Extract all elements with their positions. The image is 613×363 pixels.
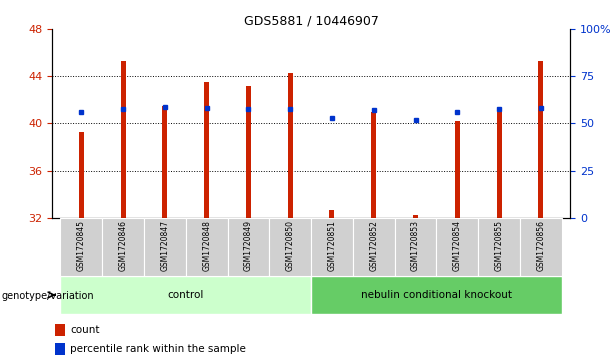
Bar	[79, 132, 84, 218]
Bar	[478, 218, 520, 276]
Bar	[102, 218, 144, 276]
Text: percentile rank within the sample: percentile rank within the sample	[70, 344, 246, 354]
Bar	[246, 86, 251, 218]
Bar	[121, 61, 126, 218]
Bar	[269, 218, 311, 276]
Text: GSM1720855: GSM1720855	[495, 220, 503, 271]
Bar	[395, 218, 436, 276]
Bar	[371, 111, 376, 218]
Bar	[55, 324, 65, 337]
Text: GSM1720850: GSM1720850	[286, 220, 295, 271]
Text: GSM1720848: GSM1720848	[202, 220, 211, 271]
Bar	[227, 218, 269, 276]
Bar	[162, 106, 167, 218]
Bar	[311, 276, 562, 314]
Text: GSM1720849: GSM1720849	[244, 220, 253, 271]
Bar	[413, 215, 418, 218]
Text: GSM1720856: GSM1720856	[536, 220, 546, 271]
Bar	[311, 218, 353, 276]
Bar	[436, 218, 478, 276]
Bar	[204, 82, 209, 218]
Bar	[55, 343, 65, 355]
Bar	[455, 121, 460, 218]
Bar	[61, 218, 102, 276]
Text: GSM1720851: GSM1720851	[327, 220, 337, 271]
Text: GSM1720852: GSM1720852	[369, 220, 378, 271]
Text: GSM1720846: GSM1720846	[119, 220, 128, 271]
Bar	[538, 61, 543, 218]
Title: GDS5881 / 10446907: GDS5881 / 10446907	[243, 15, 379, 28]
Text: GSM1720847: GSM1720847	[161, 220, 169, 271]
Text: count: count	[70, 325, 100, 335]
Text: GSM1720845: GSM1720845	[77, 220, 86, 271]
Bar	[520, 218, 562, 276]
Text: genotype/variation: genotype/variation	[1, 291, 94, 301]
Bar	[353, 218, 395, 276]
Text: nebulin conditional knockout: nebulin conditional knockout	[361, 290, 512, 300]
Bar	[186, 218, 227, 276]
Text: GSM1720853: GSM1720853	[411, 220, 420, 271]
Bar	[329, 209, 335, 218]
Text: GSM1720854: GSM1720854	[453, 220, 462, 271]
Bar	[497, 111, 501, 218]
Text: control: control	[167, 290, 204, 300]
Bar	[144, 218, 186, 276]
Bar	[61, 276, 311, 314]
Bar	[287, 73, 293, 218]
